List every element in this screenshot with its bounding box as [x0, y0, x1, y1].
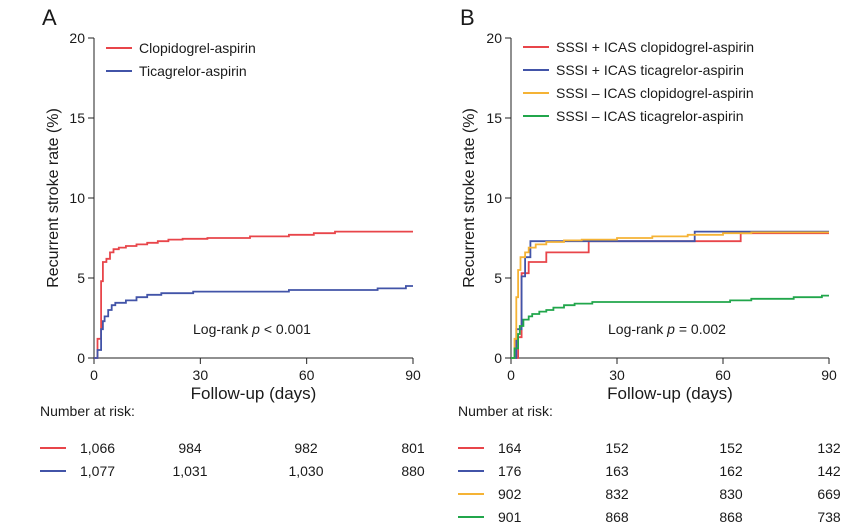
series-line-4	[511, 294, 829, 359]
y-tick-label: 20	[486, 30, 502, 46]
x-tick-label: 0	[90, 367, 98, 383]
risk-value: 901	[498, 509, 522, 525]
log-rank-p: p	[666, 321, 675, 337]
log-rank-prefix: Log-rank	[608, 321, 667, 337]
risk-value: 880	[401, 463, 425, 479]
log-rank-p: p	[251, 321, 260, 337]
risk-value: 902	[498, 486, 522, 502]
risk-value: 982	[294, 440, 318, 456]
risk-table-title: Number at risk:	[458, 403, 553, 419]
log-rank-value: = 0.002	[675, 321, 726, 337]
risk-value: 1,031	[172, 463, 207, 479]
risk-value: 152	[719, 440, 743, 456]
series-line-1	[511, 232, 829, 359]
risk-value: 142	[817, 463, 841, 479]
x-tick-label: 60	[299, 367, 315, 383]
y-tick-label: 0	[77, 350, 85, 366]
risk-value: 832	[605, 486, 629, 502]
risk-value: 1,066	[80, 440, 115, 456]
legend-label: SSSI – ICAS clopidogrel-aspirin	[556, 85, 754, 101]
y-tick-label: 10	[69, 190, 85, 206]
panel-letter: A	[42, 5, 57, 30]
risk-value: 164	[498, 440, 522, 456]
risk-value: 152	[605, 440, 629, 456]
y-tick-label: 5	[77, 270, 85, 286]
risk-value: 738	[817, 509, 841, 525]
legend-label: SSSI – ICAS ticagrelor-aspirin	[556, 108, 744, 124]
series-line-2	[511, 230, 829, 359]
risk-value: 868	[719, 509, 743, 525]
x-tick-label: 0	[507, 367, 515, 383]
legend-label: SSSI + ICAS ticagrelor-aspirin	[556, 62, 744, 78]
risk-value: 868	[605, 509, 629, 525]
log-rank-annotation: Log-rank p < 0.001	[193, 321, 311, 337]
risk-value: 176	[498, 463, 522, 479]
y-tick-label: 15	[69, 110, 85, 126]
series-line-1	[94, 230, 413, 359]
y-tick-label: 5	[494, 270, 502, 286]
risk-value: 1,030	[288, 463, 323, 479]
legend-label: Clopidogrel-aspirin	[139, 40, 256, 56]
x-axis-label: Follow-up (days)	[191, 384, 317, 403]
panel-b: B 0 5 10 15 20 0 30 60 90 Follow-up (days) Recurren…	[458, 5, 841, 525]
x-axis-label: Follow-up (days)	[607, 384, 733, 403]
x-tick-label: 30	[609, 367, 625, 383]
y-axis-label: Recurrent stroke rate (%)	[45, 108, 62, 288]
risk-value: 1,077	[80, 463, 115, 479]
series-line-2	[94, 285, 413, 359]
risk-value: 830	[719, 486, 743, 502]
risk-value: 163	[605, 463, 629, 479]
log-rank-prefix: Log-rank	[193, 321, 252, 337]
panel-a: A 0 5 10 15 20 0 30 60 90 Follow-up (days) Recurren…	[40, 5, 425, 479]
risk-value: 162	[719, 463, 743, 479]
risk-value: 132	[817, 440, 841, 456]
x-tick-label: 90	[821, 367, 837, 383]
risk-value: 801	[401, 440, 425, 456]
y-tick-label: 0	[494, 350, 502, 366]
x-tick-label: 30	[193, 367, 209, 383]
risk-table-title: Number at risk:	[40, 403, 135, 419]
legend-label: SSSI + ICAS clopidogrel-aspirin	[556, 39, 754, 55]
risk-value: 669	[817, 486, 841, 502]
log-rank-value: < 0.001	[260, 321, 311, 337]
legend-label: Ticagrelor-aspirin	[139, 63, 247, 79]
y-tick-label: 15	[486, 110, 502, 126]
y-tick-label: 20	[69, 30, 85, 46]
panel-letter: B	[460, 5, 475, 30]
y-tick-label: 10	[486, 190, 502, 206]
y-axis-label: Recurrent stroke rate (%)	[461, 108, 478, 288]
log-rank-annotation: Log-rank p = 0.002	[608, 321, 726, 337]
series-line-3	[511, 231, 829, 359]
x-tick-label: 60	[715, 367, 731, 383]
risk-value: 984	[178, 440, 202, 456]
x-tick-label: 90	[405, 367, 421, 383]
